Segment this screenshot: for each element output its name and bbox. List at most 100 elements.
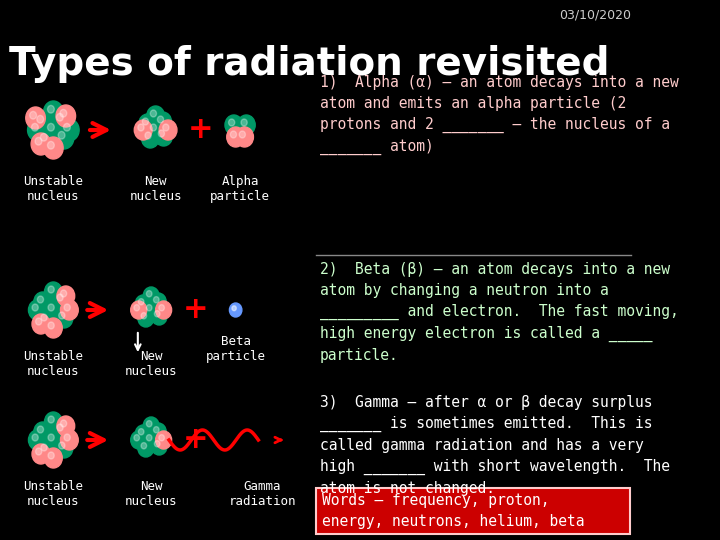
- Circle shape: [32, 304, 38, 311]
- Circle shape: [37, 129, 56, 151]
- Circle shape: [60, 420, 67, 427]
- Circle shape: [29, 300, 46, 320]
- Circle shape: [48, 452, 54, 459]
- Circle shape: [58, 131, 65, 139]
- Circle shape: [151, 307, 167, 325]
- Circle shape: [143, 118, 148, 125]
- Text: Unstable
nucleus: Unstable nucleus: [23, 480, 84, 508]
- Circle shape: [150, 423, 166, 441]
- Circle shape: [135, 295, 151, 313]
- Circle shape: [228, 119, 235, 126]
- Circle shape: [35, 448, 42, 455]
- Circle shape: [147, 120, 164, 140]
- Circle shape: [57, 286, 75, 306]
- Circle shape: [146, 291, 152, 297]
- FancyBboxPatch shape: [315, 488, 631, 534]
- Circle shape: [147, 106, 164, 126]
- Circle shape: [138, 299, 144, 305]
- Circle shape: [146, 421, 152, 427]
- Circle shape: [60, 430, 78, 450]
- Circle shape: [48, 304, 54, 311]
- Circle shape: [54, 127, 74, 149]
- Circle shape: [48, 416, 54, 423]
- Text: 1)  Alpha (α) – an atom decays into a new
atom and emits an alpha particle (2
pr: 1) Alpha (α) – an atom decays into a new…: [320, 75, 679, 156]
- Circle shape: [37, 296, 44, 303]
- Circle shape: [241, 119, 247, 126]
- Text: 2)  Beta (β) – an atom decays into a new
atom by changing a neutron into a
_____: 2) Beta (β) – an atom decays into a new …: [320, 262, 679, 363]
- Text: Unstable
nucleus: Unstable nucleus: [23, 175, 84, 203]
- Circle shape: [134, 120, 152, 140]
- Circle shape: [145, 132, 151, 139]
- Circle shape: [230, 303, 242, 317]
- Circle shape: [64, 434, 71, 441]
- Circle shape: [45, 448, 62, 468]
- Text: Gamma
radiation: Gamma radiation: [228, 480, 296, 508]
- Circle shape: [141, 313, 147, 319]
- Circle shape: [159, 435, 164, 441]
- Text: 3)  Gamma – after α or β decay surplus
_______ is sometimes emitted.  This is
ca: 3) Gamma – after α or β decay surplus __…: [320, 395, 670, 496]
- Text: Words – frequency, proton,
energy, neutrons, helium, beta: Words – frequency, proton, energy, neutr…: [322, 493, 585, 529]
- Circle shape: [53, 109, 72, 131]
- Circle shape: [55, 308, 73, 328]
- Circle shape: [37, 440, 55, 460]
- Circle shape: [57, 294, 63, 301]
- Circle shape: [60, 290, 67, 297]
- Text: Alpha
particle: Alpha particle: [210, 175, 270, 203]
- Circle shape: [143, 417, 159, 435]
- Text: 03/10/2020: 03/10/2020: [559, 8, 631, 21]
- Circle shape: [156, 431, 171, 449]
- Text: Unstable
nucleus: Unstable nucleus: [23, 350, 84, 378]
- Circle shape: [158, 130, 164, 137]
- Circle shape: [143, 431, 159, 449]
- Circle shape: [154, 310, 160, 317]
- Circle shape: [150, 293, 166, 311]
- Circle shape: [53, 290, 71, 310]
- Circle shape: [56, 113, 63, 121]
- Circle shape: [143, 287, 159, 305]
- Circle shape: [57, 424, 63, 431]
- Circle shape: [48, 141, 54, 149]
- Circle shape: [29, 430, 46, 450]
- Circle shape: [32, 124, 38, 131]
- Circle shape: [150, 110, 156, 117]
- Circle shape: [32, 444, 50, 464]
- Circle shape: [139, 114, 156, 134]
- Circle shape: [131, 431, 147, 449]
- Circle shape: [134, 305, 140, 311]
- Text: New
nucleus: New nucleus: [130, 175, 182, 203]
- Circle shape: [34, 292, 52, 312]
- Circle shape: [48, 434, 54, 441]
- Circle shape: [45, 300, 62, 320]
- Circle shape: [146, 305, 152, 311]
- Circle shape: [41, 314, 47, 321]
- Circle shape: [158, 116, 163, 123]
- Circle shape: [138, 429, 144, 435]
- Text: +: +: [183, 426, 209, 455]
- Circle shape: [153, 296, 159, 303]
- Circle shape: [153, 427, 159, 433]
- Circle shape: [60, 110, 67, 117]
- Circle shape: [48, 105, 54, 113]
- Text: New
nucleus: New nucleus: [125, 480, 177, 508]
- Text: +: +: [183, 295, 209, 325]
- Circle shape: [48, 286, 54, 293]
- Circle shape: [45, 318, 62, 338]
- Text: New
nucleus: New nucleus: [125, 350, 177, 378]
- Circle shape: [131, 301, 147, 319]
- Circle shape: [141, 443, 147, 449]
- Circle shape: [45, 412, 62, 432]
- Circle shape: [141, 128, 159, 148]
- Circle shape: [146, 435, 152, 441]
- Circle shape: [138, 439, 154, 457]
- Circle shape: [37, 116, 44, 123]
- Text: Types of radiation revisited: Types of radiation revisited: [9, 45, 609, 83]
- Circle shape: [63, 124, 71, 131]
- Circle shape: [31, 133, 50, 155]
- Circle shape: [143, 301, 159, 319]
- Circle shape: [30, 111, 37, 119]
- Circle shape: [239, 131, 246, 138]
- Circle shape: [56, 105, 76, 127]
- Circle shape: [32, 314, 50, 334]
- Circle shape: [59, 312, 65, 319]
- Circle shape: [35, 318, 42, 325]
